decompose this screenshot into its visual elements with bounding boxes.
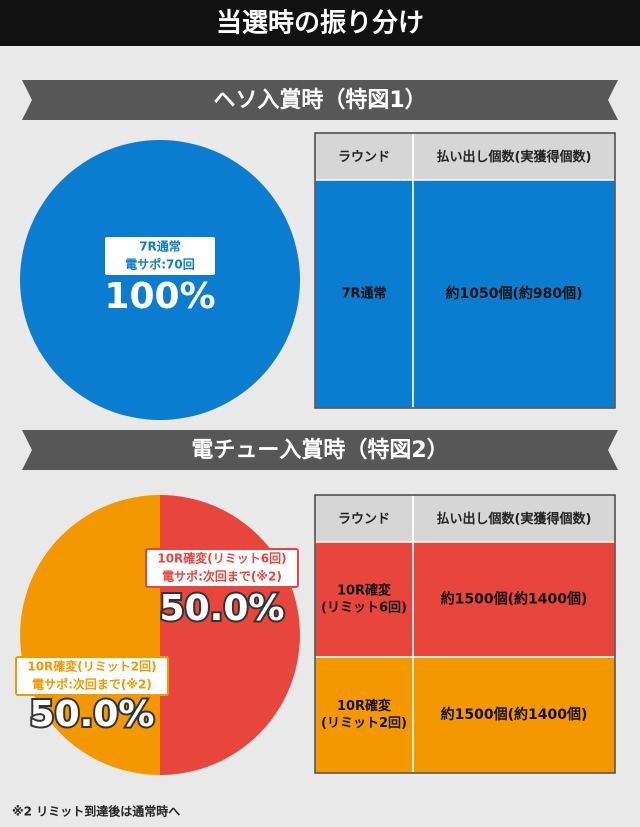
- table-cell: [314, 179, 414, 409]
- column-header: 払い出し個数(実獲得個数): [437, 149, 592, 165]
- pie-slice: [20, 140, 300, 420]
- round-name: (リミット2回): [321, 716, 407, 731]
- round-name: 10R確変: [337, 583, 391, 599]
- slice-value-label: 50.0%: [160, 588, 285, 629]
- section-banner: [22, 430, 618, 470]
- slice-label-box: [105, 237, 215, 275]
- payout: 約1050個(約980個): [446, 285, 583, 302]
- column-header: ラウンド: [338, 512, 390, 527]
- slice-value-label: 50.0%: [30, 694, 155, 735]
- table-border: [314, 494, 616, 774]
- footnote: ※2 リミット到達後は通常時へ: [12, 804, 180, 819]
- column-header: 払い出し個数(実獲得個数): [437, 511, 592, 527]
- slice-label-box: [15, 656, 169, 696]
- slice-value-label: 100%: [104, 276, 215, 317]
- table-cell: [412, 179, 616, 409]
- section-title: ヘソ入賞時（特図1）: [213, 87, 426, 113]
- table-cell: [314, 656, 414, 774]
- slice-category: 10R確変(リミット2回): [27, 659, 156, 674]
- slice-category: 7R通常: [139, 239, 181, 254]
- table-header: [314, 132, 616, 181]
- round-name: 7R通常: [341, 286, 386, 302]
- slice-label-box: [145, 548, 299, 588]
- round-name: (リミット6回): [321, 601, 407, 616]
- slice-detail: 電サポ:次回まで(※2): [162, 569, 282, 584]
- title-bar: [0, 0, 640, 46]
- table-cell: [314, 541, 414, 658]
- payout: 約1500個(約1400個): [441, 591, 588, 608]
- pie-slice: [20, 495, 161, 775]
- round-name: 10R確変: [337, 698, 391, 714]
- table-border: [314, 132, 616, 409]
- column-header: ラウンド: [338, 150, 390, 165]
- section-banner: [22, 80, 618, 120]
- section-title: 電チュー入賞時（特図2）: [191, 437, 448, 463]
- payout: 約1500個(約1400個): [441, 706, 588, 723]
- slice-detail: 電サポ:次回まで(※2): [32, 677, 152, 692]
- slice-detail: 電サポ:70回: [125, 257, 195, 272]
- page-title: 当選時の振り分け: [216, 9, 424, 39]
- slice-category: 10R確変(リミット6回): [157, 551, 286, 566]
